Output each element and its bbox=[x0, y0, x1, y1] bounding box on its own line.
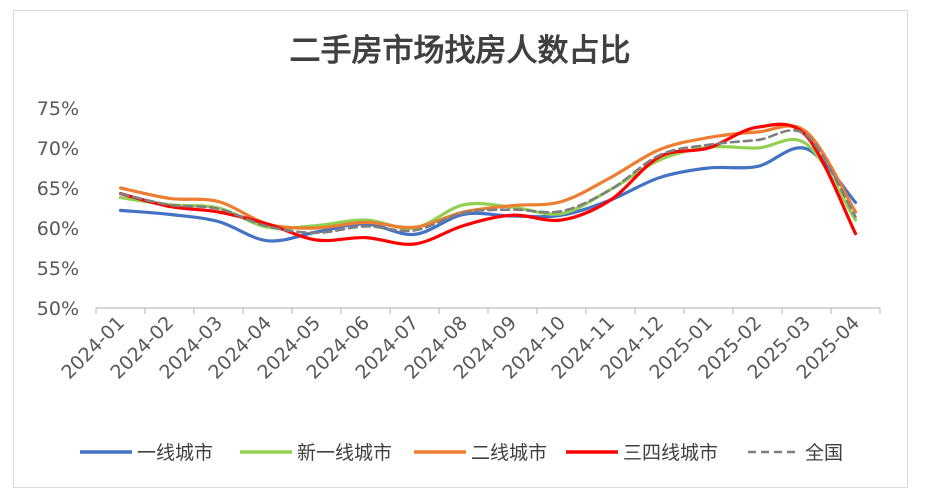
axes: 50%55%60%65%70%75%2024-012024-022024-032… bbox=[37, 98, 881, 384]
legend: 一线城市 新一线城市 二线城市 三四线城市 全国 bbox=[80, 442, 843, 464]
y-tick-label: 75% bbox=[37, 98, 79, 120]
y-tick-label: 65% bbox=[37, 178, 79, 200]
y-tick-label: 55% bbox=[37, 258, 79, 280]
series-lines bbox=[118, 122, 858, 246]
series-line-1 bbox=[118, 146, 858, 243]
chart-title: 二手房市场找房人数占比 bbox=[290, 33, 631, 69]
series-line-5 bbox=[119, 129, 857, 235]
legend-label: 二线城市 bbox=[471, 442, 547, 464]
legend-label: 一线城市 bbox=[137, 442, 213, 464]
legend-label: 三四线城市 bbox=[623, 442, 718, 464]
legend-label: 新一线城市 bbox=[297, 442, 392, 464]
y-tick-label: 60% bbox=[37, 218, 79, 240]
y-tick-label: 50% bbox=[37, 298, 79, 320]
legend-label: 全国 bbox=[805, 442, 843, 464]
chart-frame bbox=[13, 10, 908, 488]
y-tick-label: 70% bbox=[37, 138, 79, 160]
